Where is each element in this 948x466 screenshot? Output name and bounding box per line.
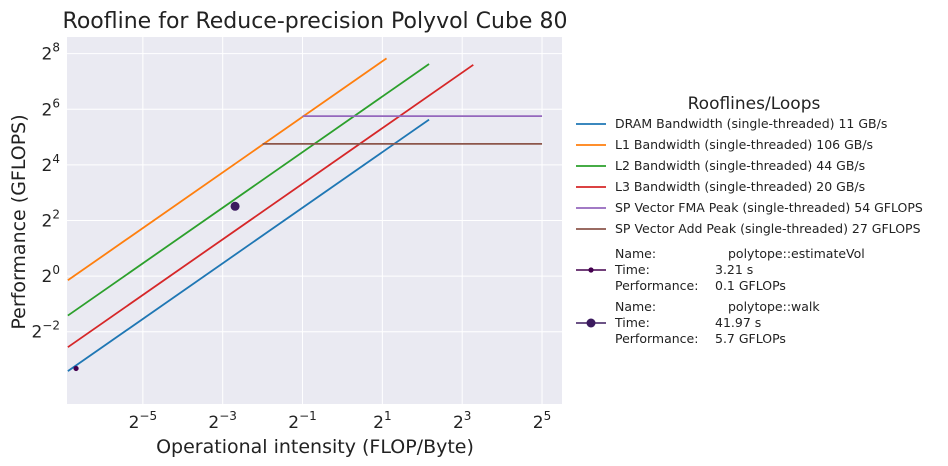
legend-loop-marker	[588, 267, 594, 273]
y-tick-label: 22	[42, 208, 60, 232]
x-tick-label: 25	[533, 409, 551, 433]
roofline-series-line	[67, 118, 430, 372]
legend-entry-label: L2 Bandwidth (single-threaded) 44 GB/s	[615, 158, 865, 173]
x-tick-label: 2−3	[208, 409, 237, 433]
y-tick-label: 2−2	[31, 319, 60, 343]
legend-loop-value: polytope::estimateVol	[728, 246, 865, 261]
roofline-series-line	[67, 64, 474, 348]
legend-loop-key: Performance:	[615, 331, 698, 346]
legend-loop-value: polytope::walk	[728, 299, 820, 314]
y-axis-label: Performance (GFLOPS)	[8, 114, 30, 329]
y-tick-label: 26	[42, 96, 60, 120]
legend-loop-value: 41.97 s	[715, 315, 761, 330]
chart-title: Roofline for Reduce-precision Polyvol Cu…	[63, 9, 568, 34]
y-tick-label: 28	[42, 41, 60, 65]
legend-entry-label: L1 Bandwidth (single-threaded) 106 GB/s	[615, 137, 873, 152]
legend-entry-label: SP Vector Add Peak (single-threaded) 27 …	[615, 221, 921, 236]
legend-loop-key: Name:	[615, 299, 656, 314]
y-tick-label: 24	[42, 152, 60, 176]
legend-loop-key: Time:	[614, 315, 650, 330]
x-tick-label: 23	[453, 409, 471, 433]
x-axis-label: Operational intensity (FLOP/Byte)	[156, 436, 474, 458]
legend-loop-value: 3.21 s	[715, 262, 753, 277]
legend-loop-key: Performance:	[615, 278, 698, 293]
loop-point	[230, 201, 240, 211]
legend-loop-marker	[586, 318, 596, 328]
roofline-lines	[67, 57, 543, 372]
legend-entry-label: SP Vector FMA Peak (single-threaded) 54 …	[615, 200, 923, 215]
y-tick-label: 20	[42, 263, 60, 287]
x-tick-label: 21	[373, 409, 391, 433]
legend-title: Rooflines/Loops	[688, 94, 821, 114]
legend-loop-value: 0.1 GFLOPs	[715, 278, 786, 293]
loop-point	[73, 365, 79, 372]
y-tick-labels: 2−2 20 22 24 26 28	[31, 41, 60, 343]
legend-entry-label: L3 Bandwidth (single-threaded) 20 GB/s	[615, 179, 865, 194]
legend-loop-value: 5.7 GFLOPs	[715, 331, 786, 346]
roofline-series-line	[67, 57, 388, 282]
legend: Rooflines/Loops DRAM Bandwidth (single-t…	[576, 94, 923, 346]
x-tick-label: 2−5	[129, 409, 158, 433]
legend-loop-key: Name:	[615, 246, 656, 261]
x-tick-labels: 2−5 2−3 2−1 21 23 25	[129, 409, 552, 433]
legend-entry-label: DRAM Bandwidth (single-threaded) 11 GB/s	[615, 116, 887, 131]
x-tick-label: 2−1	[288, 409, 317, 433]
loop-markers	[73, 201, 240, 372]
roofline-series-line	[67, 63, 430, 317]
legend-loop-key: Time:	[614, 262, 650, 277]
